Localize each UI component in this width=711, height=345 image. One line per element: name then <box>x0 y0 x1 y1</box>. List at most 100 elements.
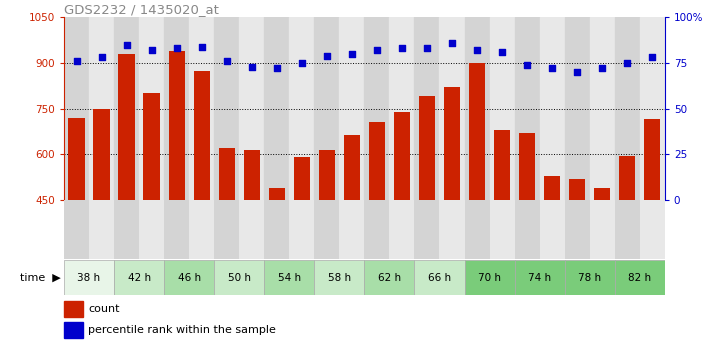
Point <box>271 66 282 71</box>
Bar <box>419 97 435 337</box>
Text: 38 h: 38 h <box>77 273 100 283</box>
Point <box>597 66 608 71</box>
Point <box>572 69 583 75</box>
Bar <box>189 17 214 200</box>
Bar <box>589 17 615 200</box>
Bar <box>319 150 335 337</box>
Bar <box>339 200 364 259</box>
Bar <box>490 200 515 259</box>
Bar <box>218 148 235 337</box>
Text: 78 h: 78 h <box>578 273 602 283</box>
Point <box>146 47 157 53</box>
Bar <box>264 200 289 259</box>
Point <box>447 40 458 46</box>
Bar <box>439 200 464 259</box>
Bar <box>540 17 565 200</box>
Bar <box>64 322 83 338</box>
Bar <box>494 130 510 337</box>
Bar <box>189 200 214 259</box>
Bar <box>394 112 410 337</box>
Bar <box>640 17 665 200</box>
Bar <box>214 17 239 200</box>
Text: percentile rank within the sample: percentile rank within the sample <box>88 325 276 335</box>
Point <box>246 64 257 69</box>
Text: 58 h: 58 h <box>328 273 351 283</box>
Bar <box>589 200 615 259</box>
Bar <box>444 87 460 337</box>
Bar <box>64 260 114 295</box>
Bar <box>439 17 464 200</box>
Bar <box>64 200 89 259</box>
Point <box>396 46 407 51</box>
Bar <box>415 260 464 295</box>
Text: 46 h: 46 h <box>178 273 201 283</box>
Bar <box>540 200 565 259</box>
Bar <box>289 200 314 259</box>
Bar <box>314 17 339 200</box>
Bar <box>415 200 439 259</box>
Bar <box>164 200 189 259</box>
Point <box>422 46 433 51</box>
Bar <box>169 51 185 337</box>
Bar <box>615 17 640 200</box>
Bar <box>390 17 415 200</box>
Text: 82 h: 82 h <box>629 273 651 283</box>
Bar <box>515 260 565 295</box>
Bar <box>214 200 239 259</box>
Bar <box>239 200 264 259</box>
Bar <box>89 200 114 259</box>
Bar <box>164 260 214 295</box>
Bar <box>114 17 139 200</box>
Text: time  ▶: time ▶ <box>20 273 60 283</box>
Text: 74 h: 74 h <box>528 273 551 283</box>
Bar <box>565 260 615 295</box>
Bar <box>119 54 134 337</box>
Bar <box>515 200 540 259</box>
Point <box>521 62 533 68</box>
Bar <box>139 17 164 200</box>
Bar <box>615 260 665 295</box>
Bar <box>114 260 164 295</box>
Point <box>646 55 658 60</box>
Bar <box>64 17 89 200</box>
Bar <box>365 260 415 295</box>
Bar <box>314 200 339 259</box>
Bar <box>89 17 114 200</box>
Bar <box>214 260 264 295</box>
Bar <box>264 17 289 200</box>
Text: 42 h: 42 h <box>127 273 151 283</box>
Bar <box>469 63 485 337</box>
Point <box>196 44 208 49</box>
Bar <box>594 188 610 337</box>
Point <box>71 58 82 64</box>
Bar <box>519 133 535 337</box>
Bar <box>619 156 636 337</box>
Bar <box>569 179 585 337</box>
Bar <box>615 200 640 259</box>
Bar <box>339 17 364 200</box>
Point <box>496 49 508 55</box>
Point <box>471 47 483 53</box>
Bar <box>264 260 314 295</box>
Bar <box>490 17 515 200</box>
Point <box>621 60 633 66</box>
Point <box>121 42 132 48</box>
Point <box>547 66 558 71</box>
Point <box>371 47 383 53</box>
Bar <box>390 200 415 259</box>
Text: 66 h: 66 h <box>428 273 451 283</box>
Bar <box>64 301 83 317</box>
Point <box>346 51 358 57</box>
Point <box>296 60 307 66</box>
Bar <box>464 17 490 200</box>
Bar <box>464 200 490 259</box>
Bar <box>515 17 540 200</box>
Bar <box>565 200 589 259</box>
Text: 54 h: 54 h <box>278 273 301 283</box>
Bar <box>144 93 160 337</box>
Bar <box>164 17 189 200</box>
Point <box>321 53 333 58</box>
Text: GDS2232 / 1435020_at: GDS2232 / 1435020_at <box>64 3 219 16</box>
Point <box>96 55 107 60</box>
Bar <box>415 17 439 200</box>
